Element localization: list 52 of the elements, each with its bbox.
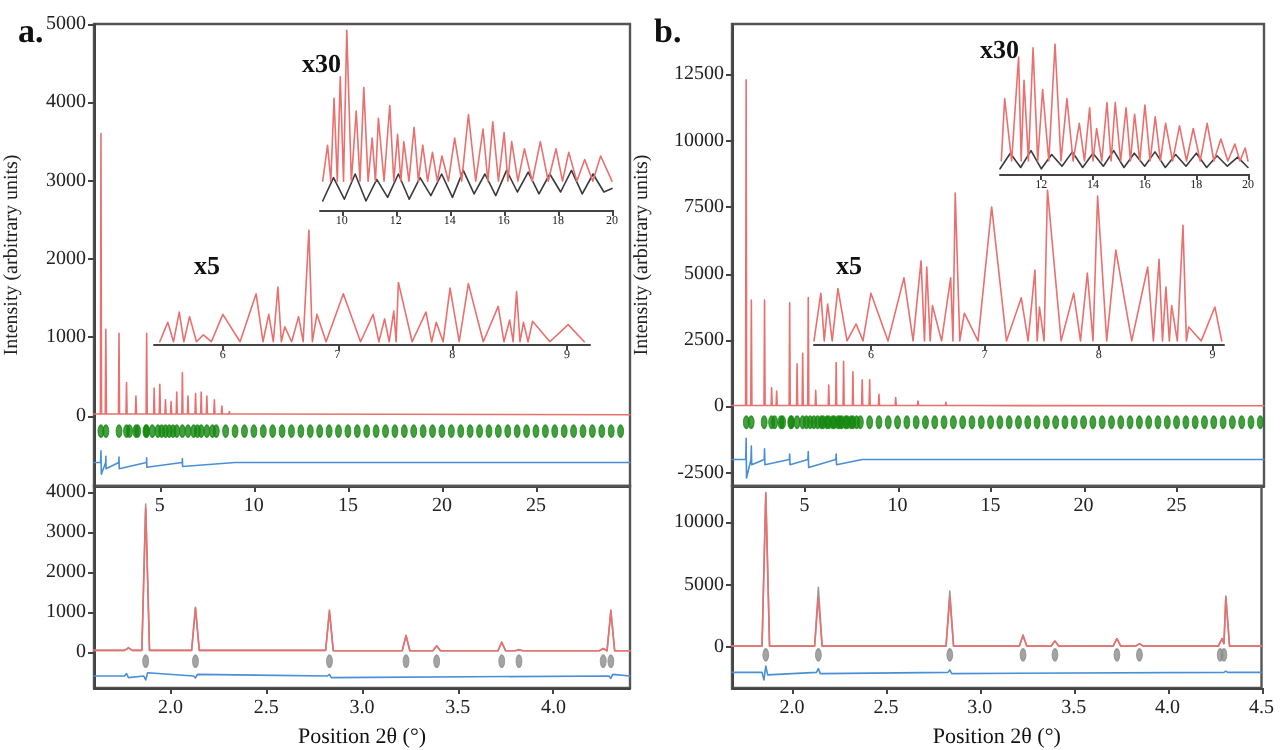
x-tick-label: 2.5 — [253, 697, 279, 719]
x-tick-label: 3.5 — [445, 697, 471, 719]
y-tick-label: 0 — [76, 404, 86, 427]
y-tick-label: 1000 — [46, 601, 86, 623]
x-tick-label: 10 — [243, 495, 264, 517]
y-tick-label: 3000 — [46, 169, 86, 192]
x-tick-label: 3.5 — [1061, 697, 1087, 719]
chart-title: a. — [18, 12, 44, 50]
x-tick-label: 10 — [887, 495, 908, 517]
y-tick-label: 0 — [76, 641, 86, 663]
x-tick-label: 5 — [154, 495, 165, 517]
y-tick-label: 2000 — [46, 247, 86, 270]
x-tick-label: 2.5 — [873, 697, 899, 719]
y-axis-title: Intensity (arbitrary units) — [631, 154, 653, 356]
x-tick-label: 20 — [431, 495, 452, 517]
x-tick-label: 4.0 — [1155, 697, 1181, 719]
x-axis-title: Position 2θ (°) — [932, 725, 1062, 749]
y-tick-label: 1000 — [46, 326, 86, 349]
y-tick-label: 10000 — [674, 511, 724, 534]
chart-title: b. — [654, 12, 682, 50]
y-tick-label: 12500 — [674, 63, 724, 86]
y-tick-label: 0 — [714, 395, 724, 418]
y-tick-label: 3000 — [46, 521, 86, 543]
x-tick-label: 25 — [525, 495, 546, 517]
x-tick-label: 15 — [337, 495, 358, 517]
text: x5 — [836, 250, 863, 280]
x-tick-label: 4.0 — [540, 697, 566, 719]
x-tick-label: 15 — [980, 495, 1001, 517]
text: x5 — [194, 250, 221, 280]
text: x30 — [302, 48, 341, 78]
y-tick-label: 2000 — [46, 561, 86, 583]
x-tick-label: 2.0 — [158, 697, 184, 719]
x-tick-label: 4.5 — [1249, 697, 1274, 719]
y-tick-label: 7500 — [684, 196, 724, 219]
y-tick-label: 5000 — [684, 262, 724, 285]
chart-title: x30 — [980, 34, 1019, 64]
y-tick-label: 4000 — [46, 481, 86, 503]
y-tick-label: 10000 — [674, 129, 724, 152]
y-tick-label: -2500 — [677, 461, 724, 484]
x-tick-label: 3.0 — [349, 697, 375, 719]
y-tick-label: 4000 — [46, 91, 86, 114]
x-tick-label: 2.0 — [779, 697, 805, 719]
x-tick-label: 5 — [799, 495, 810, 517]
x-tick-label: 3.0 — [967, 697, 993, 719]
y-tick-label: 5000 — [46, 13, 86, 35]
y-tick-label: 2500 — [684, 328, 724, 351]
x-tick-label: 20 — [1073, 495, 1094, 517]
x-axis-title: Position 2θ (°) — [297, 725, 427, 749]
y-axis-title: Intensity (arbitrary units) — [1, 154, 23, 356]
y-tick-label: 5000 — [684, 573, 724, 596]
y-tick-label: 0 — [714, 636, 724, 659]
x-tick-label: 25 — [1166, 495, 1187, 517]
